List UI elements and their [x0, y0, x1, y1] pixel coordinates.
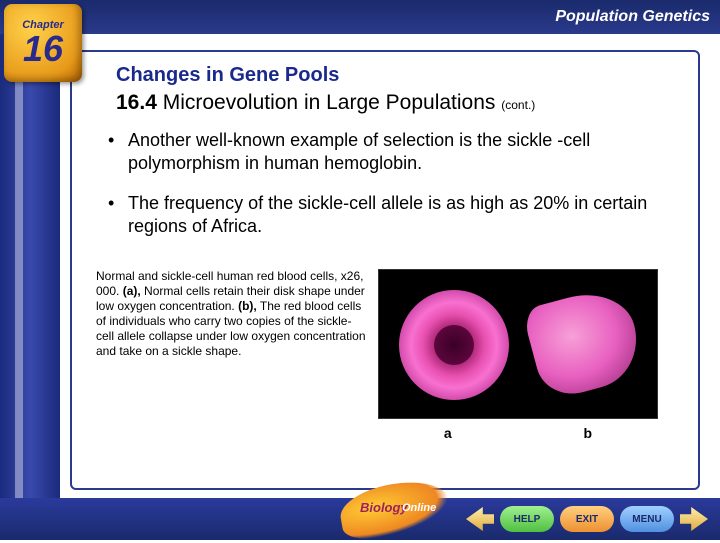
caption-a-label: (a),	[123, 284, 141, 298]
biology-online-logo: Biology Online	[340, 484, 450, 534]
logo-text-online: Online	[402, 502, 436, 514]
figure-labels: a b	[378, 425, 658, 441]
left-decorative-pipe	[0, 34, 60, 540]
figure-row: Normal and sickle-cell human red blood c…	[96, 269, 674, 419]
bullet-item: Another well-known example of selection …	[108, 129, 674, 176]
subsection-heading: 16.4 Microevolution in Large Populations…	[116, 91, 674, 115]
normal-cell-illustration	[399, 290, 509, 400]
continued-marker: (cont.)	[501, 98, 535, 112]
menu-button[interactable]: MENU	[620, 506, 674, 532]
exit-button[interactable]: EXIT	[560, 506, 614, 532]
bullet-item: The frequency of the sickle-cell allele …	[108, 192, 674, 239]
prev-arrow-button[interactable]	[466, 507, 494, 531]
sickle-cell-illustration	[521, 283, 647, 402]
blood-cell-image	[378, 269, 658, 419]
header-bar: Population Genetics	[0, 0, 720, 34]
figure-label-b: b	[584, 425, 593, 441]
subsection-number: 16.4	[116, 91, 157, 114]
logo-text-biology: Biology	[360, 500, 408, 515]
chapter-number: 16	[23, 31, 63, 67]
help-button[interactable]: HELP	[500, 506, 554, 532]
figure-label-a: a	[444, 425, 452, 441]
figure-caption: Normal and sickle-cell human red blood c…	[96, 269, 366, 359]
caption-b-label: (b),	[238, 299, 257, 313]
content-panel: Changes in Gene Pools 16.4 Microevolutio…	[70, 50, 700, 490]
chapter-badge: Chapter 16	[4, 4, 82, 82]
footer-bar: Biology Online HELP EXIT MENU	[0, 498, 720, 540]
subsection-title: Microevolution in Large Populations	[163, 91, 496, 114]
next-arrow-button[interactable]	[680, 507, 708, 531]
section-title: Changes in Gene Pools	[116, 64, 674, 87]
topic-label: Population Genetics	[555, 8, 710, 26]
